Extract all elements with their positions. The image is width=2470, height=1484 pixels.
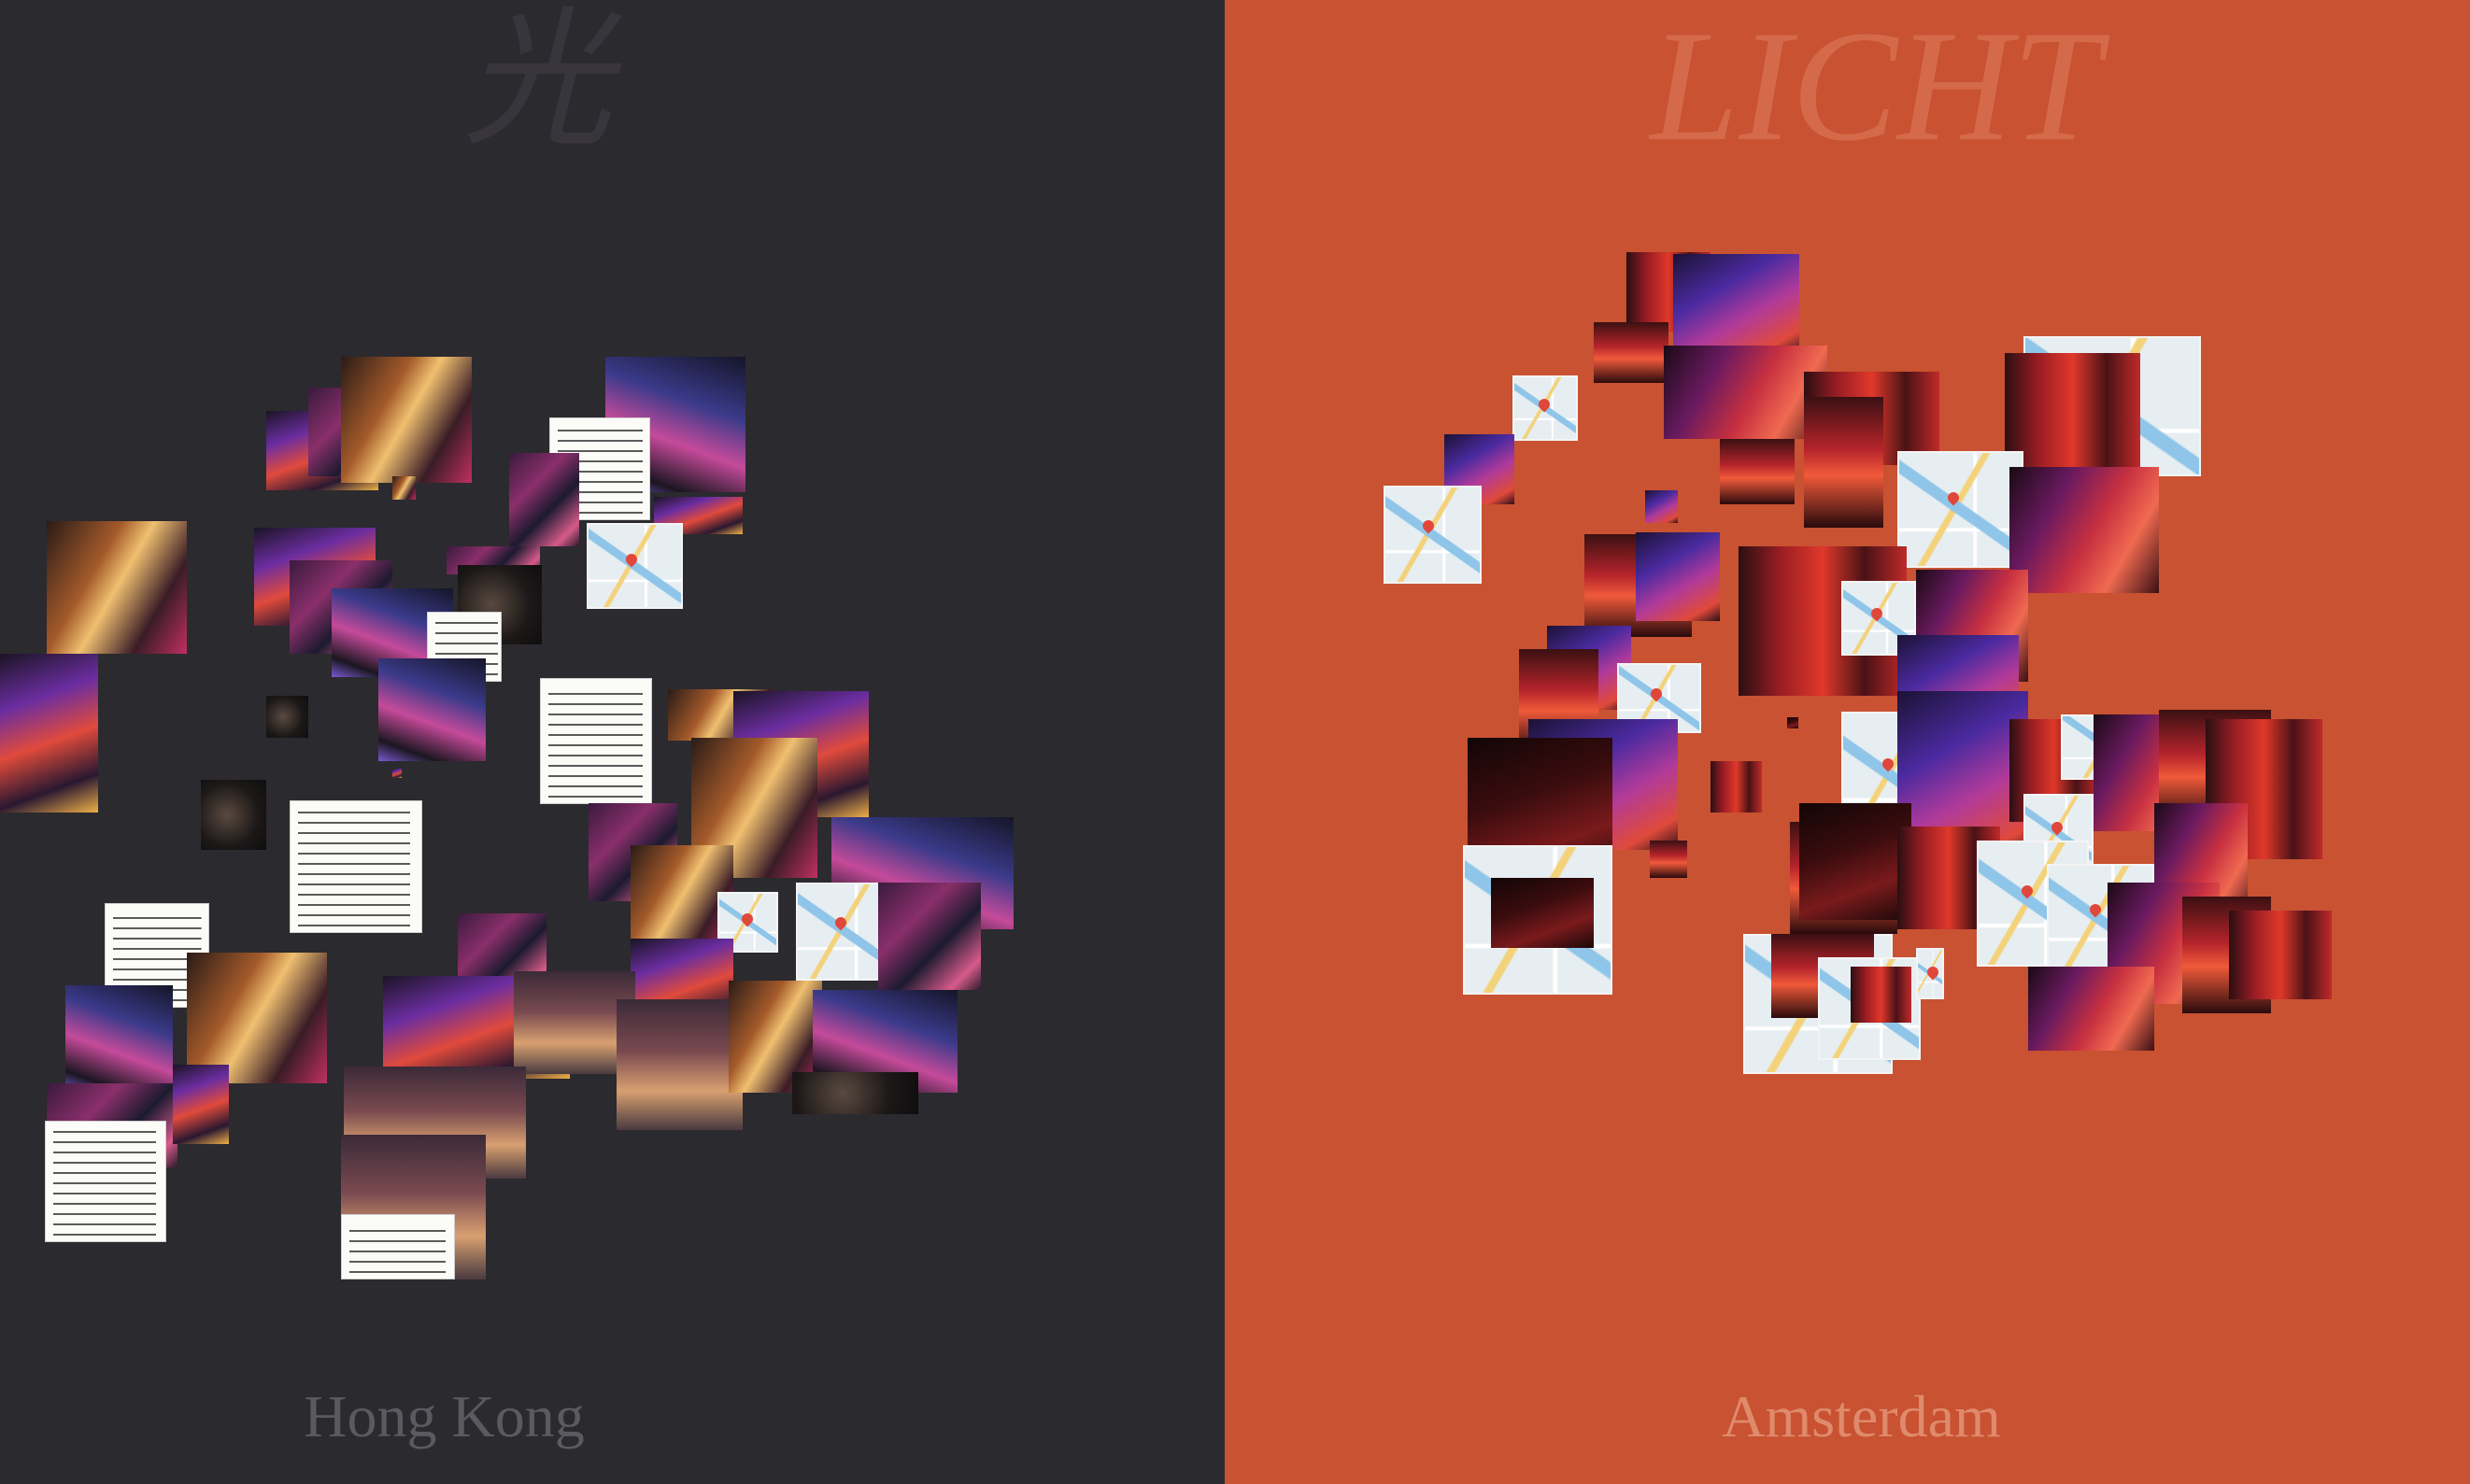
collage-image[interactable] [1664, 346, 1827, 439]
collage-map[interactable] [587, 523, 683, 609]
collage-image[interactable] [2229, 911, 2332, 999]
collage-image[interactable] [1636, 532, 1720, 621]
collage-image[interactable] [1804, 397, 1883, 528]
collage-image[interactable] [509, 453, 579, 546]
collage-image[interactable] [1799, 803, 1911, 920]
collage-image[interactable] [392, 769, 402, 778]
collage-image[interactable] [514, 971, 635, 1074]
collage-image[interactable] [1720, 439, 1795, 504]
collage-map[interactable] [1841, 581, 1916, 656]
collage-image[interactable] [2005, 353, 2140, 474]
collage-image[interactable] [1711, 761, 1762, 813]
collage-image[interactable] [1594, 322, 1668, 383]
collage-map[interactable] [1916, 948, 1944, 999]
collage-image[interactable] [341, 357, 472, 483]
collage-image[interactable] [631, 845, 733, 948]
collage-map[interactable] [1384, 486, 1482, 584]
collage-image[interactable] [392, 476, 416, 500]
collage-document[interactable] [540, 678, 652, 804]
collage-image[interactable] [792, 1072, 918, 1114]
collage-document[interactable] [341, 1214, 455, 1279]
collage-map[interactable] [1512, 375, 1578, 441]
collage-image[interactable] [2028, 967, 2154, 1051]
collage-image[interactable] [1645, 490, 1678, 523]
collage-map[interactable] [796, 883, 894, 981]
collage-image[interactable] [47, 521, 187, 654]
collage-document[interactable] [290, 800, 422, 933]
collage-map[interactable] [1897, 451, 2023, 568]
collage-image[interactable] [173, 1065, 229, 1144]
collage-image[interactable] [378, 658, 486, 761]
collage-image[interactable] [1491, 878, 1594, 948]
amsterdam-label[interactable]: Amsterdam [1722, 1383, 2001, 1449]
collage-image[interactable] [1787, 717, 1798, 728]
collage-image[interactable] [617, 999, 743, 1130]
hong-kong-panel: 光 [0, 0, 1225, 1484]
collage-image[interactable] [2009, 467, 2159, 593]
collage-image[interactable] [65, 985, 173, 1093]
collage-image[interactable] [878, 883, 981, 990]
collage-image[interactable] [0, 654, 98, 813]
hong-kong-collage [0, 0, 1225, 1484]
collage-map[interactable] [717, 892, 778, 953]
collage-image[interactable] [1650, 841, 1687, 878]
collage-document[interactable] [45, 1121, 166, 1242]
collage-image[interactable] [187, 953, 327, 1083]
hong-kong-label[interactable]: Hong Kong [304, 1383, 585, 1449]
collage-image[interactable] [266, 696, 308, 738]
collage-image[interactable] [1851, 967, 1911, 1023]
amsterdam-collage [1225, 0, 2470, 1484]
collage-image[interactable] [201, 780, 266, 850]
amsterdam-panel: LICHT [1225, 0, 2470, 1484]
collage-image[interactable] [1673, 254, 1799, 357]
